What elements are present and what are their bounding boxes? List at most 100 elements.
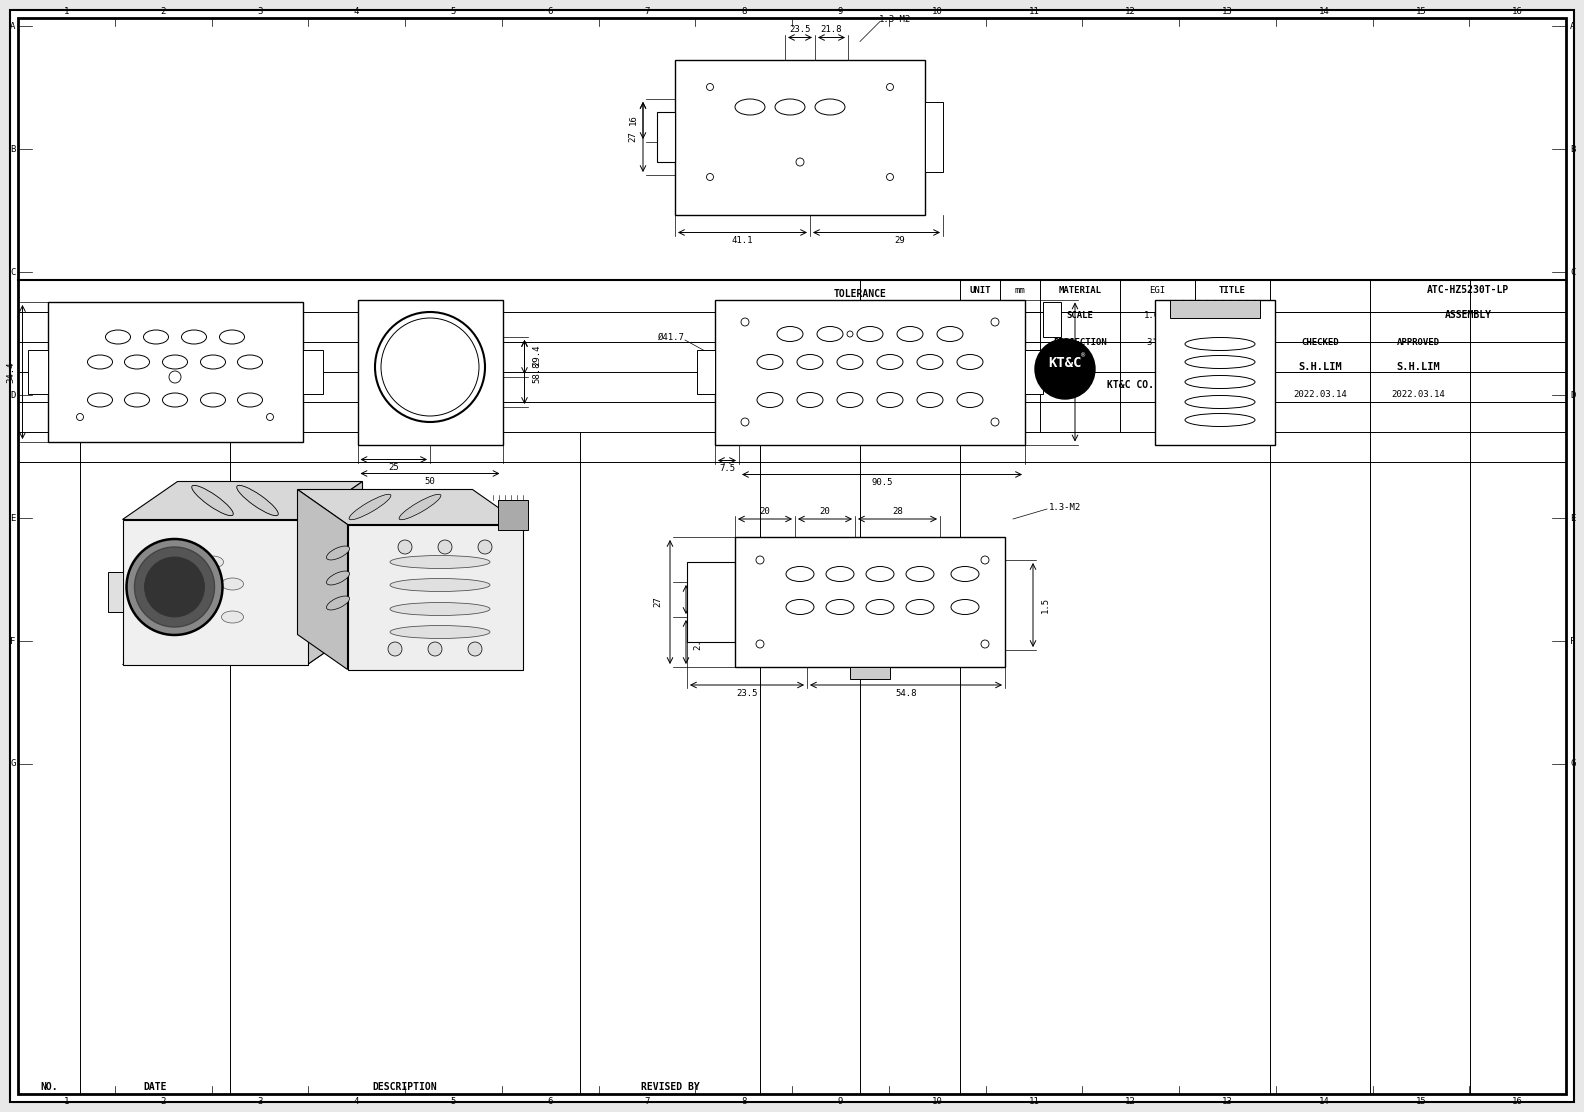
Text: 15: 15: [1416, 1096, 1426, 1105]
Text: 2022.03.14: 2022.03.14: [1205, 389, 1259, 398]
Ellipse shape: [166, 556, 188, 568]
Text: 2.5: 2.5: [694, 634, 702, 651]
Ellipse shape: [390, 578, 489, 592]
Ellipse shape: [957, 393, 984, 407]
Ellipse shape: [399, 494, 440, 519]
Ellipse shape: [1185, 414, 1255, 427]
Text: 20: 20: [694, 594, 702, 605]
Text: 2: 2: [160, 7, 166, 16]
Text: ®: ®: [1080, 353, 1085, 358]
Text: ± 0.1: ± 0.1: [897, 315, 923, 324]
Ellipse shape: [757, 355, 782, 369]
Text: 25: 25: [388, 463, 399, 471]
Ellipse shape: [797, 393, 824, 407]
Text: 7.5: 7.5: [719, 464, 735, 473]
Text: 1.5: 1.5: [1041, 597, 1050, 613]
Text: 20: 20: [819, 506, 830, 516]
Ellipse shape: [1185, 338, 1255, 350]
Ellipse shape: [836, 355, 863, 369]
Ellipse shape: [797, 355, 824, 369]
Text: F: F: [11, 636, 16, 645]
Ellipse shape: [152, 610, 174, 623]
Ellipse shape: [817, 327, 843, 341]
Text: G: G: [1570, 759, 1576, 768]
Polygon shape: [298, 489, 347, 669]
Ellipse shape: [182, 330, 206, 344]
Polygon shape: [298, 489, 523, 525]
Text: 41.1: 41.1: [732, 236, 754, 245]
Text: 10: 10: [931, 1096, 942, 1105]
Text: 9: 9: [838, 7, 843, 16]
Ellipse shape: [825, 599, 854, 615]
Ellipse shape: [938, 327, 963, 341]
Circle shape: [127, 539, 222, 635]
Text: 1.000: 1.000: [1144, 310, 1171, 319]
Text: A1: A1: [1015, 338, 1025, 347]
Text: 29.4: 29.4: [532, 345, 542, 366]
Text: 90.5: 90.5: [871, 478, 893, 487]
Text: Ø41.7: Ø41.7: [382, 423, 409, 431]
Text: 34.4: 34.4: [6, 361, 14, 383]
Polygon shape: [122, 481, 363, 519]
Ellipse shape: [201, 393, 225, 407]
Text: G: G: [11, 759, 16, 768]
Text: ± 0.15: ± 0.15: [893, 345, 927, 354]
Circle shape: [169, 371, 181, 383]
Text: 21.8: 21.8: [821, 24, 843, 34]
Text: REVISED BY: REVISED BY: [640, 1082, 700, 1092]
Ellipse shape: [866, 599, 893, 615]
Text: 8: 8: [741, 1096, 746, 1105]
Text: C: C: [11, 268, 16, 277]
Text: 23.5: 23.5: [737, 688, 757, 697]
Ellipse shape: [1185, 376, 1255, 388]
Text: 3: 3: [257, 1096, 263, 1105]
Text: 13: 13: [1221, 1096, 1232, 1105]
Text: DESCRIPTION: DESCRIPTION: [372, 1082, 437, 1092]
Bar: [697, 350, 714, 394]
Circle shape: [887, 173, 893, 180]
Text: 2022.03.14: 2022.03.14: [1391, 389, 1445, 398]
Text: D: D: [1570, 390, 1576, 399]
Bar: [657, 112, 675, 162]
Ellipse shape: [326, 572, 350, 585]
Text: 23.5: 23.5: [789, 24, 811, 34]
Ellipse shape: [906, 566, 935, 582]
Circle shape: [797, 158, 805, 166]
Text: 5: 5: [451, 1096, 456, 1105]
Ellipse shape: [816, 99, 844, 115]
Bar: [735, 537, 1004, 667]
Text: DWG NO.: DWG NO.: [1213, 413, 1251, 421]
Ellipse shape: [125, 393, 149, 407]
Bar: [675, 60, 925, 215]
Bar: [1155, 299, 1275, 445]
Text: 6: 6: [548, 7, 553, 16]
Ellipse shape: [428, 642, 442, 656]
Ellipse shape: [825, 566, 854, 582]
Bar: [851, 667, 890, 679]
Text: 16: 16: [1513, 1096, 1522, 1105]
Circle shape: [144, 557, 204, 617]
Ellipse shape: [836, 393, 863, 407]
Ellipse shape: [735, 99, 765, 115]
Ellipse shape: [125, 355, 149, 369]
Ellipse shape: [786, 566, 814, 582]
Text: TITLE: TITLE: [1218, 286, 1245, 295]
Text: 4: 4: [353, 1096, 360, 1105]
Ellipse shape: [398, 540, 412, 554]
Bar: [687, 562, 735, 642]
Ellipse shape: [957, 355, 984, 369]
Circle shape: [847, 331, 854, 337]
Ellipse shape: [348, 494, 391, 519]
Ellipse shape: [238, 355, 263, 369]
Text: 20: 20: [760, 506, 770, 516]
Text: TOLERANCE: TOLERANCE: [833, 289, 887, 299]
Ellipse shape: [917, 393, 942, 407]
Text: 6: 6: [548, 1096, 553, 1105]
Circle shape: [887, 83, 893, 90]
Text: ± 1°: ± 1°: [900, 405, 920, 414]
Ellipse shape: [326, 546, 350, 560]
Circle shape: [992, 418, 1000, 426]
Circle shape: [741, 318, 749, 326]
Text: D: D: [11, 390, 16, 399]
Circle shape: [706, 83, 713, 90]
